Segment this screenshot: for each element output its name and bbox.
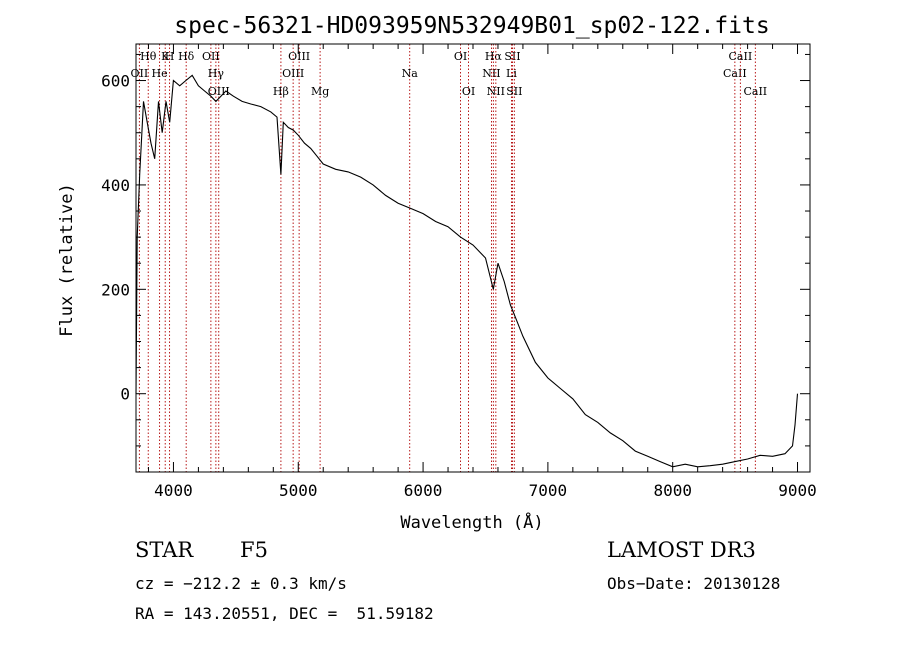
line-label-2: H	[165, 50, 175, 63]
plot-frame	[135, 43, 811, 473]
subclass-label: F5	[240, 538, 268, 562]
line-label-17: Hα	[485, 50, 503, 63]
spectrum-series	[135, 74, 799, 468]
line-label-22: CaII	[723, 67, 747, 80]
line-label-18: NII	[487, 85, 505, 98]
line-label-5: He	[152, 67, 168, 80]
line-label-7: Hγ	[208, 67, 225, 80]
line-label-10: OIII	[282, 67, 304, 80]
line-label-24: CaII	[743, 85, 767, 98]
chart-title: spec-56321-HD093959N532949B01_sp02-122.f…	[174, 13, 769, 39]
y-tick-label-3: 600	[101, 72, 130, 91]
x-tick-label-1: 5000	[279, 481, 318, 500]
line-label-4: OII	[131, 67, 149, 80]
x-tick-label-5: 9000	[778, 481, 817, 500]
line-label-3: Hδ	[178, 50, 195, 63]
y-tick-label-0: 0	[120, 385, 130, 404]
line-label-1: K	[161, 50, 170, 63]
cz-readout: cz = −212.2 ± 0.3 km/s	[135, 574, 347, 593]
axis-ticks: 4000 5000 6000 7000 8000 9000 0 200 400 600	[101, 44, 817, 500]
x-axis-label: Wavelength (Å)	[400, 511, 543, 533]
line-label-11: OIII	[288, 50, 310, 63]
x-tick-label-2: 6000	[404, 481, 443, 500]
line-label-9: Hβ	[273, 85, 289, 98]
line-label-0: Hθ	[140, 50, 157, 63]
spectrum-line	[135, 74, 799, 468]
line-label-15: OI	[462, 85, 475, 98]
class-label: STAR	[135, 538, 194, 562]
y-tick-label-2: 400	[101, 176, 130, 195]
line-label-13: Na	[402, 67, 419, 80]
y-tick-label-1: 200	[101, 280, 130, 299]
line-label-8: OIII	[208, 85, 230, 98]
line-label-19: SII	[504, 50, 520, 63]
line-label-20: Li	[506, 67, 517, 80]
x-tick-label-0: 4000	[154, 481, 193, 500]
survey-label: LAMOST DR3	[607, 538, 756, 562]
x-tick-label-4: 8000	[653, 481, 692, 500]
line-label-12: Mg	[311, 85, 329, 98]
obs-date: Obs−Date: 20130128	[607, 574, 781, 593]
line-label-6: OII	[202, 50, 220, 63]
radec-readout: RA = 143.20551, DEC = 51.59182	[135, 604, 434, 623]
line-label-14: OI	[454, 50, 467, 63]
x-tick-label-3: 7000	[529, 481, 568, 500]
line-label-16: NII	[482, 67, 500, 80]
line-label-21: SII	[506, 85, 522, 98]
line-label-23: CaII	[729, 50, 753, 63]
y-axis-label: Flux (relative)	[57, 183, 77, 337]
